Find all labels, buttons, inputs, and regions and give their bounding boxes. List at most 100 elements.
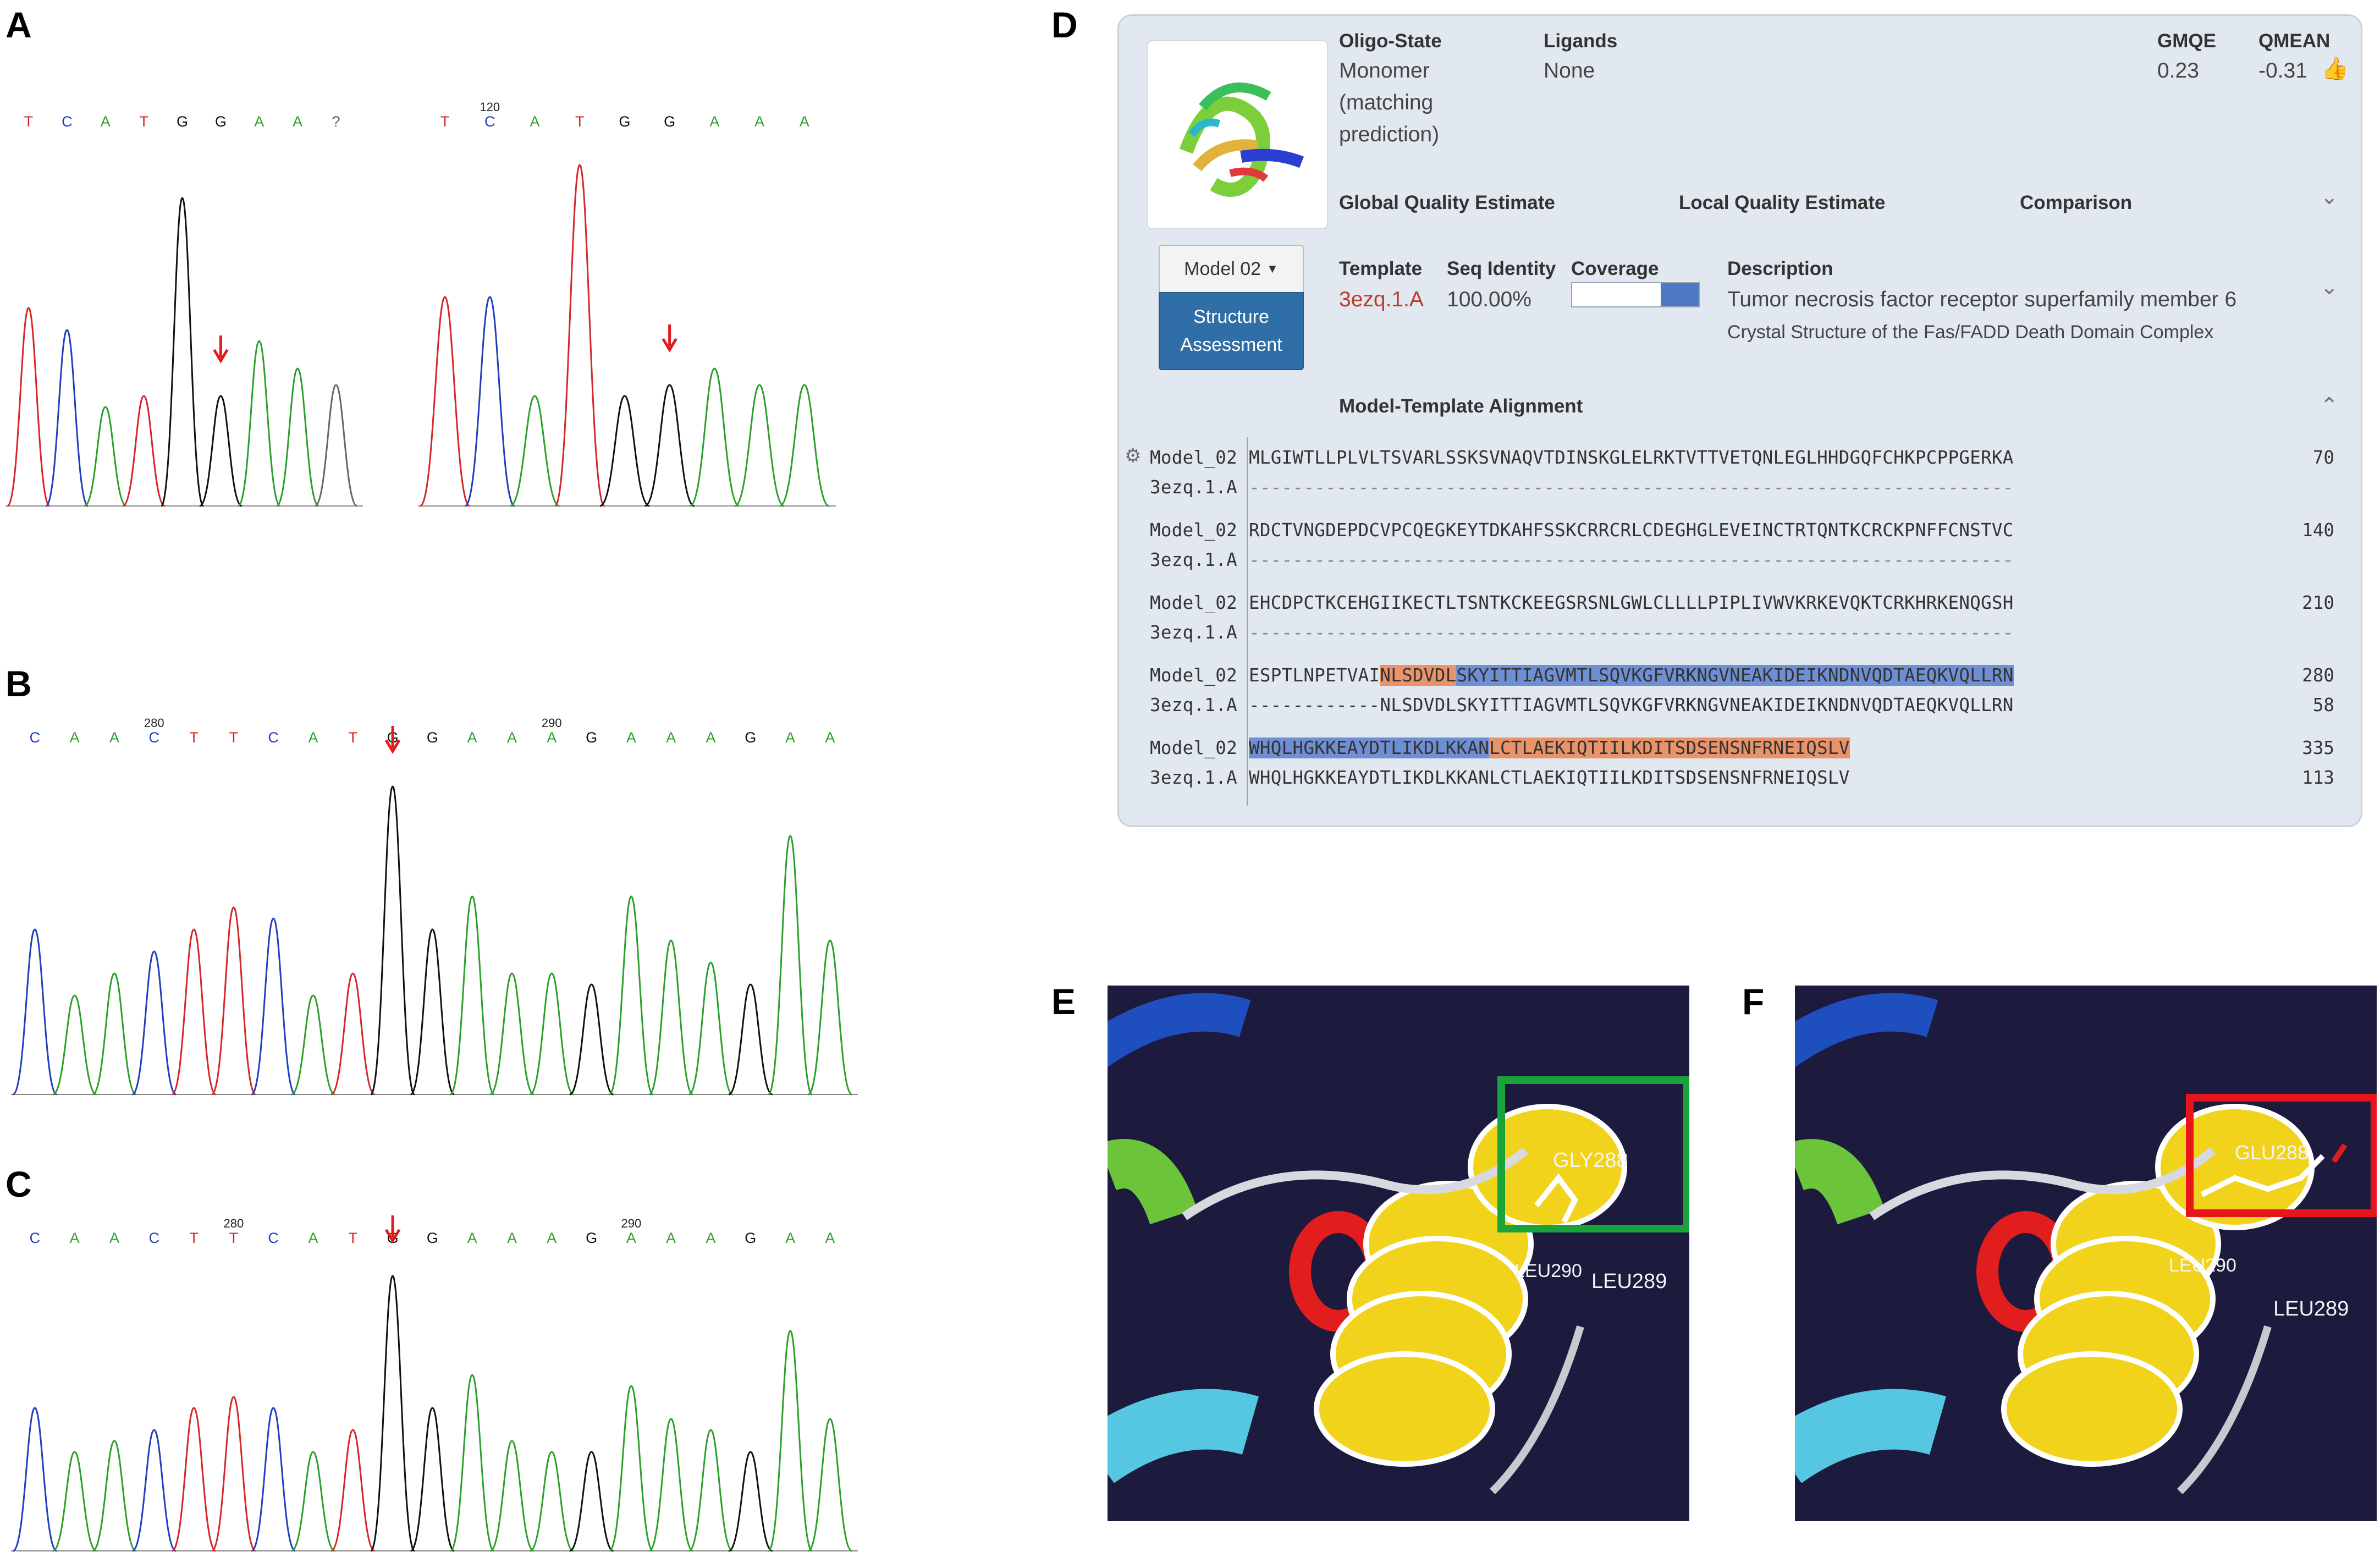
oligo-state-line3: prediction) bbox=[1339, 123, 1440, 146]
trace-peak bbox=[449, 1374, 495, 1552]
base-call: A bbox=[754, 113, 764, 130]
model-select-button[interactable]: Model 02 ▼ bbox=[1159, 245, 1304, 293]
trace-peak bbox=[569, 983, 614, 1096]
base-call: G bbox=[619, 113, 630, 130]
alignment-template-label: 3ezq.1.A bbox=[1150, 695, 1237, 716]
tab-comparison[interactable]: Comparison bbox=[2020, 192, 2133, 213]
trace-peak bbox=[131, 1429, 177, 1552]
structure-wildtype: GLY288 LEU290 LEU289 bbox=[1108, 986, 1689, 1521]
structure-assessment-button[interactable]: Structure Assessment bbox=[1159, 292, 1304, 370]
panel-label-c: C bbox=[5, 1164, 32, 1204]
position-label: 290 bbox=[542, 716, 562, 730]
trace-peak bbox=[767, 835, 813, 1096]
residue-label: GLY288 bbox=[1553, 1149, 1628, 1172]
trace-peak bbox=[291, 994, 335, 1096]
alignment-template-end: 113 bbox=[2302, 767, 2334, 788]
alignment-template-seq: ----------------------------------------… bbox=[1249, 549, 2014, 570]
base-call: T bbox=[229, 729, 239, 746]
trace-peak bbox=[122, 395, 166, 507]
panel-label-e: E bbox=[1051, 981, 1076, 1022]
mutation-arrow bbox=[384, 1215, 401, 1243]
alignment-template-seq: WHQLHGKKEAYDTLIKDLKKANLCTLAEKIQTIILKDITS… bbox=[1249, 767, 1850, 788]
trace-peak bbox=[92, 972, 137, 1096]
base-call: G bbox=[427, 729, 438, 746]
trace-peak bbox=[211, 906, 257, 1096]
trace-peak bbox=[529, 1451, 574, 1552]
base-call: A bbox=[800, 113, 809, 130]
chevron-up-icon[interactable]: ⌃ bbox=[2320, 393, 2339, 419]
trace-peak bbox=[251, 1407, 296, 1552]
swiss-model-panel: Oligo-State Monomer (matching prediction… bbox=[1117, 14, 2362, 827]
qmean-value: -0.31 bbox=[2258, 59, 2307, 82]
base-call: A bbox=[507, 1230, 517, 1246]
base-call: C bbox=[484, 113, 495, 130]
description-header: Description bbox=[1727, 258, 1833, 279]
thumbs-up-icon[interactable]: 👍 bbox=[2321, 56, 2349, 81]
trace-peak bbox=[767, 1330, 813, 1552]
base-call: A bbox=[785, 729, 795, 746]
alignment-model-seq: MLGIWTLLPLVLTSVARLSSKSVNAQVTDINSKGLELRKT… bbox=[1249, 447, 2014, 468]
trace-peak bbox=[554, 164, 605, 507]
base-call: G bbox=[215, 113, 227, 130]
base-call: T bbox=[440, 113, 450, 130]
tab-local-quality[interactable]: Local Quality Estimate bbox=[1679, 192, 1886, 213]
alignment-model-label: Model_02 bbox=[1150, 665, 1237, 686]
alignment-template-seq: ----------------------------------------… bbox=[1249, 477, 2014, 498]
trace-peak bbox=[131, 950, 177, 1096]
trace-peak bbox=[449, 895, 495, 1096]
trace-peak bbox=[211, 1396, 256, 1552]
trace-peak bbox=[509, 395, 560, 507]
mutation-arrow bbox=[384, 726, 401, 754]
base-call: G bbox=[664, 113, 675, 130]
model-thumbnail[interactable] bbox=[1147, 40, 1328, 229]
structure-mutant: GLU288 LEU290 LEU289 bbox=[1795, 986, 2377, 1521]
base-call: T bbox=[189, 1230, 199, 1246]
trace-peak bbox=[410, 1407, 455, 1552]
residue-label: GLU288 bbox=[2235, 1141, 2309, 1164]
trace-peak bbox=[489, 972, 535, 1096]
alignment-end: 280 bbox=[2302, 665, 2334, 686]
base-call: A bbox=[547, 1230, 557, 1246]
chevron-down-icon[interactable]: ⌄ bbox=[2320, 184, 2339, 210]
alignment-model-seq: ESPTLNPETVAINLSDVDLSKYITTIAGVMTLSQVKGFVR… bbox=[1249, 665, 2014, 686]
trace-peak bbox=[688, 1429, 733, 1552]
base-call: A bbox=[70, 1230, 80, 1246]
template-link[interactable]: 3ezq.1.A bbox=[1339, 288, 1424, 311]
tab-global-quality[interactable]: Global Quality Estimate bbox=[1339, 192, 1555, 213]
gmqe-header: GMQE bbox=[2157, 30, 2216, 52]
panel-label-d: D bbox=[1051, 4, 1078, 45]
alignment-template-label: 3ezq.1.A bbox=[1150, 622, 1237, 643]
trace-peak bbox=[160, 197, 205, 507]
mutation-arrow bbox=[213, 335, 229, 364]
alignment-model-label: Model_02 bbox=[1150, 592, 1237, 613]
trace-peak bbox=[237, 340, 281, 507]
seq-highlight-orange: LCTLAEKIQTIILKDITSDSENSNFRNEIQSLV bbox=[1489, 738, 1850, 758]
base-call: G bbox=[745, 729, 756, 746]
base-call: G bbox=[427, 1230, 438, 1246]
trace-peak bbox=[276, 367, 319, 507]
alignment-model-label: Model_02 bbox=[1150, 738, 1237, 758]
trace-peak bbox=[330, 1429, 376, 1552]
trace-peak bbox=[410, 928, 455, 1096]
base-call: T bbox=[24, 113, 34, 130]
base-call: A bbox=[706, 729, 715, 746]
trace-peak bbox=[689, 367, 740, 507]
trace-peak bbox=[330, 972, 376, 1096]
base-call: A bbox=[109, 1230, 119, 1246]
gear-icon[interactable]: ⚙ bbox=[1125, 445, 1142, 467]
template-header: Template bbox=[1339, 258, 1423, 279]
trace-peak bbox=[45, 329, 89, 507]
position-label: 290 bbox=[621, 1217, 642, 1230]
gmqe-value: 0.23 bbox=[2157, 59, 2199, 82]
alignment-model-seq: EHCDPCTKCEHGIIKECTLTSNTKCKEEGSRSNLGWLCLL… bbox=[1249, 592, 2014, 613]
trace-peak bbox=[779, 384, 830, 507]
trace-peak bbox=[92, 1440, 137, 1552]
structure-label-line2: Assessment bbox=[1180, 334, 1282, 355]
alignment-model-seq: RDCTVNGDEPDCVPCQEGKEYTDKAHFSSKCRRCRLCDEG… bbox=[1249, 520, 2014, 541]
chevron-down-icon[interactable]: ⌄ bbox=[2320, 274, 2339, 300]
trace-peak bbox=[648, 939, 693, 1096]
trace-peak bbox=[370, 1275, 416, 1552]
base-call: A bbox=[308, 1230, 318, 1246]
trace-peak bbox=[489, 1440, 535, 1552]
